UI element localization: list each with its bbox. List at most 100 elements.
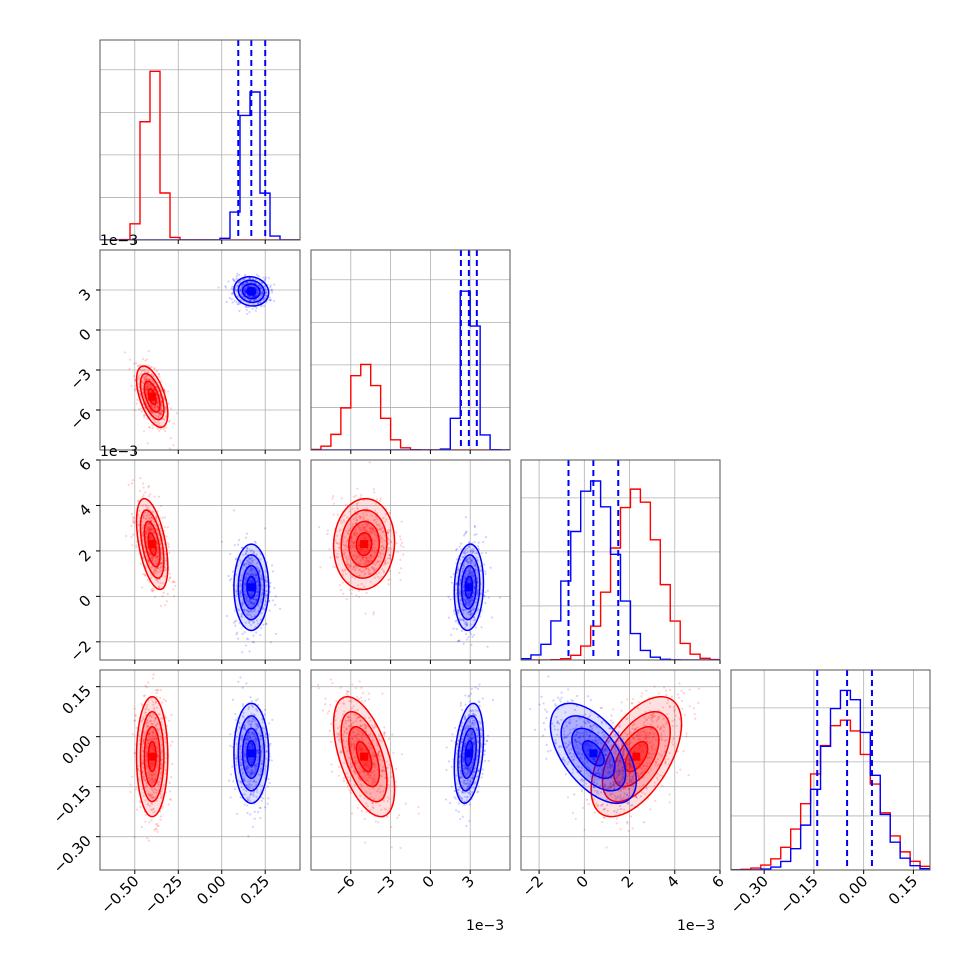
sample-point (135, 544, 138, 547)
sample-point (141, 787, 144, 790)
sample-point (151, 734, 154, 737)
panel-content-1-0 (100, 250, 300, 450)
sample-point (382, 552, 385, 555)
sample-point (365, 525, 369, 528)
sample-point (361, 555, 364, 558)
sample-point (365, 559, 368, 562)
sample-point (144, 779, 147, 782)
sample-point (341, 581, 344, 584)
sample-point (245, 532, 249, 535)
sample-point (153, 706, 156, 709)
sample-point (338, 530, 341, 533)
sample-point (156, 400, 159, 403)
sample-point (258, 568, 261, 572)
sample-point (155, 799, 158, 802)
sample-point (154, 724, 158, 727)
sample-point (146, 718, 149, 721)
sample-point (469, 550, 472, 553)
sample-point (369, 580, 372, 583)
sample-point (155, 695, 158, 699)
sample-point (351, 546, 355, 550)
sample-point (167, 390, 170, 393)
sample-point (472, 616, 476, 619)
sample-point (238, 559, 242, 562)
sample-point (362, 527, 366, 530)
sample-point (257, 301, 260, 305)
sample-point (257, 583, 260, 586)
sample-point (343, 551, 347, 554)
sample-point (141, 357, 145, 361)
sample-point (468, 601, 471, 604)
sample-point (357, 525, 360, 528)
sample-point (147, 792, 151, 795)
sample-point (165, 757, 168, 760)
sample-point (156, 689, 159, 692)
density-peak-series1 (247, 287, 256, 296)
sample-point (240, 613, 243, 616)
sample-point (145, 505, 148, 508)
sample-point (150, 384, 153, 387)
sample-point (239, 561, 243, 564)
sample-point (159, 561, 162, 565)
sample-point (256, 579, 259, 583)
sample-point (454, 613, 457, 616)
sample-point (155, 746, 158, 749)
sample-point (233, 543, 236, 547)
sample-point (244, 305, 247, 308)
sample-point (380, 536, 383, 539)
sample-point (383, 731, 387, 734)
sample-point (366, 549, 370, 552)
sample-point (239, 592, 242, 596)
sample-point (261, 282, 264, 285)
sample-point (264, 527, 267, 530)
sample-point (249, 561, 252, 565)
sample-point (472, 591, 475, 594)
sample-point (147, 708, 150, 712)
sample-point (156, 760, 159, 763)
sample-point (248, 604, 251, 608)
sample-point (259, 301, 262, 304)
sample-point (160, 743, 164, 746)
sample-point (159, 412, 162, 415)
sample-point (239, 591, 242, 594)
sample-point (248, 299, 252, 302)
sample-point (254, 309, 257, 312)
sample-point (465, 558, 468, 561)
scatter-series0-3-1 (317, 678, 420, 850)
sample-point (152, 374, 155, 378)
sample-point (460, 548, 463, 551)
sample-point (160, 409, 164, 412)
sample-point (391, 733, 394, 736)
sample-point (133, 751, 136, 755)
sample-point (358, 544, 361, 547)
sample-point (499, 596, 502, 599)
sample-point (138, 729, 141, 732)
sample-point (145, 725, 148, 729)
sample-point (335, 556, 338, 559)
sample-point (456, 609, 459, 612)
sample-point (144, 751, 148, 754)
sample-point (242, 295, 245, 298)
sample-point (253, 303, 256, 306)
sample-point (484, 570, 487, 573)
sample-point (153, 420, 156, 423)
sample-point (346, 545, 349, 548)
sample-point (132, 374, 136, 378)
sample-point (234, 288, 238, 291)
sample-point (143, 734, 146, 737)
sample-point (252, 718, 256, 721)
sample-point (234, 594, 237, 597)
sample-point (227, 574, 230, 578)
sample-point (244, 574, 247, 578)
sample-point (469, 613, 472, 616)
sample-point (160, 738, 163, 741)
sample-point (476, 545, 480, 548)
sample-point (144, 820, 147, 823)
sample-point (164, 761, 167, 764)
sample-point (160, 562, 163, 565)
sample-point (467, 573, 470, 576)
sample-point (248, 277, 252, 280)
sample-point (250, 771, 253, 774)
sample-point (399, 538, 402, 541)
sample-point (459, 542, 463, 545)
